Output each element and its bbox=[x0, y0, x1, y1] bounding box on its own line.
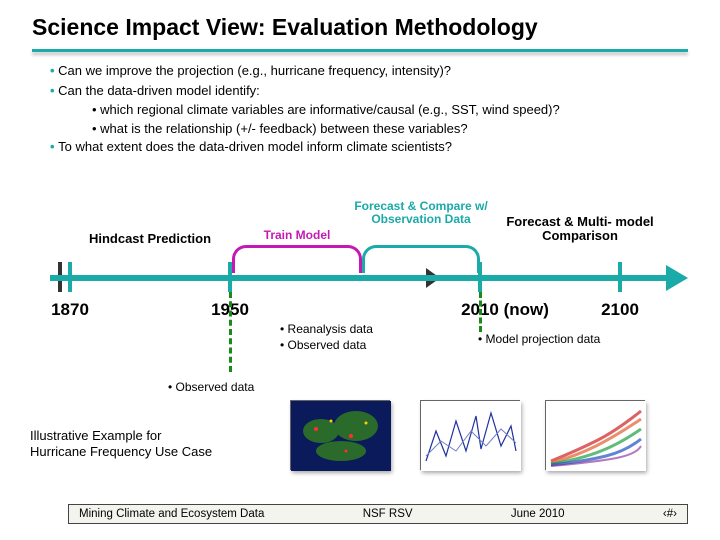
illustrative-l2: Hurricane Frequency Use Case bbox=[30, 444, 212, 459]
thumb-spaghetti bbox=[545, 400, 645, 470]
tick-1870 bbox=[68, 262, 72, 292]
vdash-2010 bbox=[479, 292, 482, 332]
bullet-2b: what is the relationship (+/- feedback) … bbox=[92, 120, 688, 138]
year-1870: 1870 bbox=[51, 300, 89, 320]
note-observed-1: Observed data bbox=[280, 338, 366, 352]
thumb-linechart bbox=[420, 400, 520, 470]
train-brace bbox=[232, 245, 362, 273]
note-observed-2: Observed data bbox=[168, 380, 254, 394]
tick-2100 bbox=[618, 262, 622, 292]
note-reanalysis: Reanalysis data bbox=[280, 322, 373, 336]
bullet-1: Can we improve the projection (e.g., hur… bbox=[50, 62, 688, 80]
footer-pagenum: ‹#› bbox=[663, 508, 677, 520]
footer-right: June 2010 bbox=[511, 508, 565, 520]
train-brace-label: Train Model bbox=[264, 229, 331, 242]
timeline-axis bbox=[50, 275, 670, 281]
year-2100: 2100 bbox=[601, 300, 639, 320]
illustrative-l1: Illustrative Example for bbox=[30, 428, 162, 443]
slide-title: Science Impact View: Evaluation Methodol… bbox=[0, 0, 720, 47]
footer-bar: Mining Climate and Ecosystem Data NSF RS… bbox=[68, 504, 688, 524]
forecast-obs-brace bbox=[362, 245, 480, 273]
timeline-diagram: Train Model Forecast & Compare w/ Observ… bbox=[0, 190, 720, 490]
footer-left: Mining Climate and Ecosystem Data bbox=[79, 508, 264, 520]
footer-mid: NSF RSV bbox=[363, 508, 413, 520]
tick-1950 bbox=[228, 262, 232, 292]
year-2010: 2010 (now) bbox=[461, 300, 549, 320]
tick-2010 bbox=[478, 262, 482, 292]
forecast-multimodel-label: Forecast & Multi- model Comparison bbox=[490, 215, 670, 244]
bullet-list: Can we improve the projection (e.g., hur… bbox=[50, 62, 688, 156]
thumb-worldmap bbox=[290, 400, 390, 470]
bullet-2: Can the data-driven model identify: bbox=[50, 82, 688, 100]
bullet-2a: which regional climate variables are inf… bbox=[92, 101, 688, 119]
bullet-3: To what extent does the data-driven mode… bbox=[50, 138, 688, 156]
note-projection: Model projection data bbox=[478, 332, 600, 346]
title-divider bbox=[32, 49, 688, 52]
vdash-1950 bbox=[229, 292, 232, 372]
forecast-obs-brace-label: Forecast & Compare w/ Observation Data bbox=[346, 200, 496, 226]
illustrative-label: Illustrative Example for Hurricane Frequ… bbox=[30, 428, 212, 459]
hindcast-label: Hindcast Prediction bbox=[60, 232, 240, 246]
